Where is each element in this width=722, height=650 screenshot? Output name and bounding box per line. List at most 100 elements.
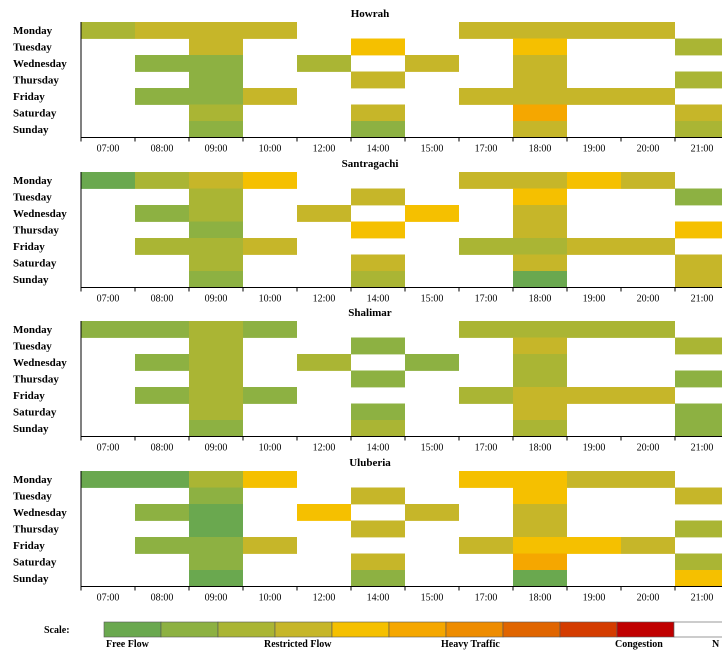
x-tick-label: 10:00 bbox=[259, 593, 282, 604]
heatmap-cell bbox=[513, 420, 567, 437]
heatmap-cell bbox=[513, 104, 567, 122]
row-label: Sunday bbox=[13, 124, 49, 136]
heatmap-cell bbox=[189, 121, 243, 138]
heatmap-cell bbox=[189, 553, 243, 571]
heatmap-cell bbox=[567, 537, 621, 554]
heatmap-cell bbox=[675, 38, 722, 56]
heatmap-cell bbox=[189, 403, 243, 421]
heatmap-cell bbox=[135, 537, 189, 554]
heatmap-cell bbox=[297, 504, 351, 521]
x-tick-label: 09:00 bbox=[205, 443, 228, 454]
x-tick-label: 14:00 bbox=[367, 443, 390, 454]
heatmap-cell bbox=[675, 487, 722, 505]
heatmap-cell bbox=[513, 370, 567, 388]
scale-text-label: Congestion bbox=[615, 639, 663, 650]
heatmap-cell bbox=[351, 487, 405, 505]
heatmap-cell bbox=[351, 570, 405, 587]
heatmap-cell bbox=[567, 172, 621, 189]
heatmap-cell bbox=[513, 321, 567, 338]
x-tick-label: 15:00 bbox=[421, 443, 444, 454]
heatmap-cell bbox=[135, 238, 189, 255]
heatmap-cell bbox=[459, 471, 513, 488]
heatmap-cell bbox=[621, 387, 675, 404]
x-tick-label: 18:00 bbox=[529, 443, 552, 454]
heatmap-cell bbox=[81, 172, 135, 189]
heatmap-cell bbox=[189, 337, 243, 355]
row-label: Sunday bbox=[13, 573, 49, 585]
x-tick-label: 07:00 bbox=[97, 443, 120, 454]
x-tick-label: 17:00 bbox=[475, 443, 498, 454]
scale-swatch bbox=[274, 621, 333, 638]
x-tick-label: 10:00 bbox=[259, 294, 282, 305]
scale-swatch bbox=[616, 621, 675, 638]
heatmap-cell bbox=[189, 420, 243, 437]
scale-text-label: N bbox=[712, 639, 720, 650]
x-tick-label: 12:00 bbox=[313, 144, 336, 155]
heatmap-cell bbox=[405, 55, 459, 72]
x-tick-label: 14:00 bbox=[367, 144, 390, 155]
heatmap-cell bbox=[459, 387, 513, 404]
heatmap-cell bbox=[513, 172, 567, 189]
row-label: Friday bbox=[13, 91, 45, 103]
x-tick-label: 07:00 bbox=[97, 593, 120, 604]
heatmap-cell bbox=[351, 520, 405, 538]
panel-title: Shalimar bbox=[348, 307, 392, 319]
heatmap-cell bbox=[675, 104, 722, 122]
x-tick-label: 21:00 bbox=[691, 144, 714, 155]
heatmap-cell bbox=[189, 471, 243, 488]
heatmap-cell bbox=[189, 504, 243, 521]
heatmap-cell bbox=[567, 88, 621, 105]
heatmap-cell bbox=[675, 370, 722, 388]
heatmap-cell bbox=[675, 188, 722, 206]
heatmap-cell bbox=[675, 271, 722, 288]
heatmap-cell bbox=[621, 471, 675, 488]
heatmap-cell bbox=[189, 354, 243, 371]
scale-swatch bbox=[160, 621, 219, 638]
heatmap-cell bbox=[513, 121, 567, 138]
heatmap-cell bbox=[243, 238, 297, 255]
heatmap-cell bbox=[621, 537, 675, 554]
heatmap-cell bbox=[135, 55, 189, 72]
x-tick-label: 12:00 bbox=[313, 294, 336, 305]
heatmap-cell bbox=[243, 88, 297, 105]
heatmap-cell bbox=[567, 22, 621, 39]
heatmap-cell bbox=[243, 22, 297, 39]
x-tick-label: 19:00 bbox=[583, 294, 606, 305]
scale-swatch bbox=[331, 621, 390, 638]
heatmap-cell bbox=[513, 188, 567, 206]
x-tick-label: 19:00 bbox=[583, 443, 606, 454]
x-tick-label: 21:00 bbox=[691, 294, 714, 305]
heatmap-cell bbox=[135, 471, 189, 488]
scale-swatch bbox=[217, 621, 276, 638]
heatmap-cell bbox=[189, 71, 243, 89]
x-tick-label: 18:00 bbox=[529, 144, 552, 155]
heatmap-cell bbox=[675, 570, 722, 587]
x-tick-label: 18:00 bbox=[529, 593, 552, 604]
row-label: Monday bbox=[13, 474, 53, 486]
row-label: Tuesday bbox=[13, 491, 52, 503]
x-tick-label: 20:00 bbox=[637, 294, 660, 305]
heatmap-cell bbox=[513, 254, 567, 272]
heatmap-cell bbox=[621, 22, 675, 39]
x-tick-label: 08:00 bbox=[151, 443, 174, 454]
row-label: Saturday bbox=[13, 557, 57, 569]
x-tick-label: 15:00 bbox=[421, 144, 444, 155]
row-label: Monday bbox=[13, 25, 53, 37]
heatmap-cell bbox=[243, 471, 297, 488]
panel-title: Howrah bbox=[351, 8, 390, 20]
scale-label: Scale: bbox=[44, 625, 70, 636]
heatmap-cell bbox=[351, 553, 405, 571]
row-label: Tuesday bbox=[13, 42, 52, 54]
heatmap-cell bbox=[351, 420, 405, 437]
row-label: Monday bbox=[13, 324, 53, 336]
x-tick-label: 08:00 bbox=[151, 144, 174, 155]
heatmap-cell bbox=[675, 553, 722, 571]
x-tick-label: 08:00 bbox=[151, 593, 174, 604]
heatmap-cell bbox=[675, 121, 722, 138]
heatmap-cell bbox=[567, 471, 621, 488]
heatmap-cell bbox=[189, 55, 243, 72]
x-tick-label: 07:00 bbox=[97, 294, 120, 305]
scale-text-label: Restricted Flow bbox=[264, 639, 332, 650]
heatmap-cell bbox=[135, 504, 189, 521]
scale-swatch bbox=[103, 621, 162, 638]
